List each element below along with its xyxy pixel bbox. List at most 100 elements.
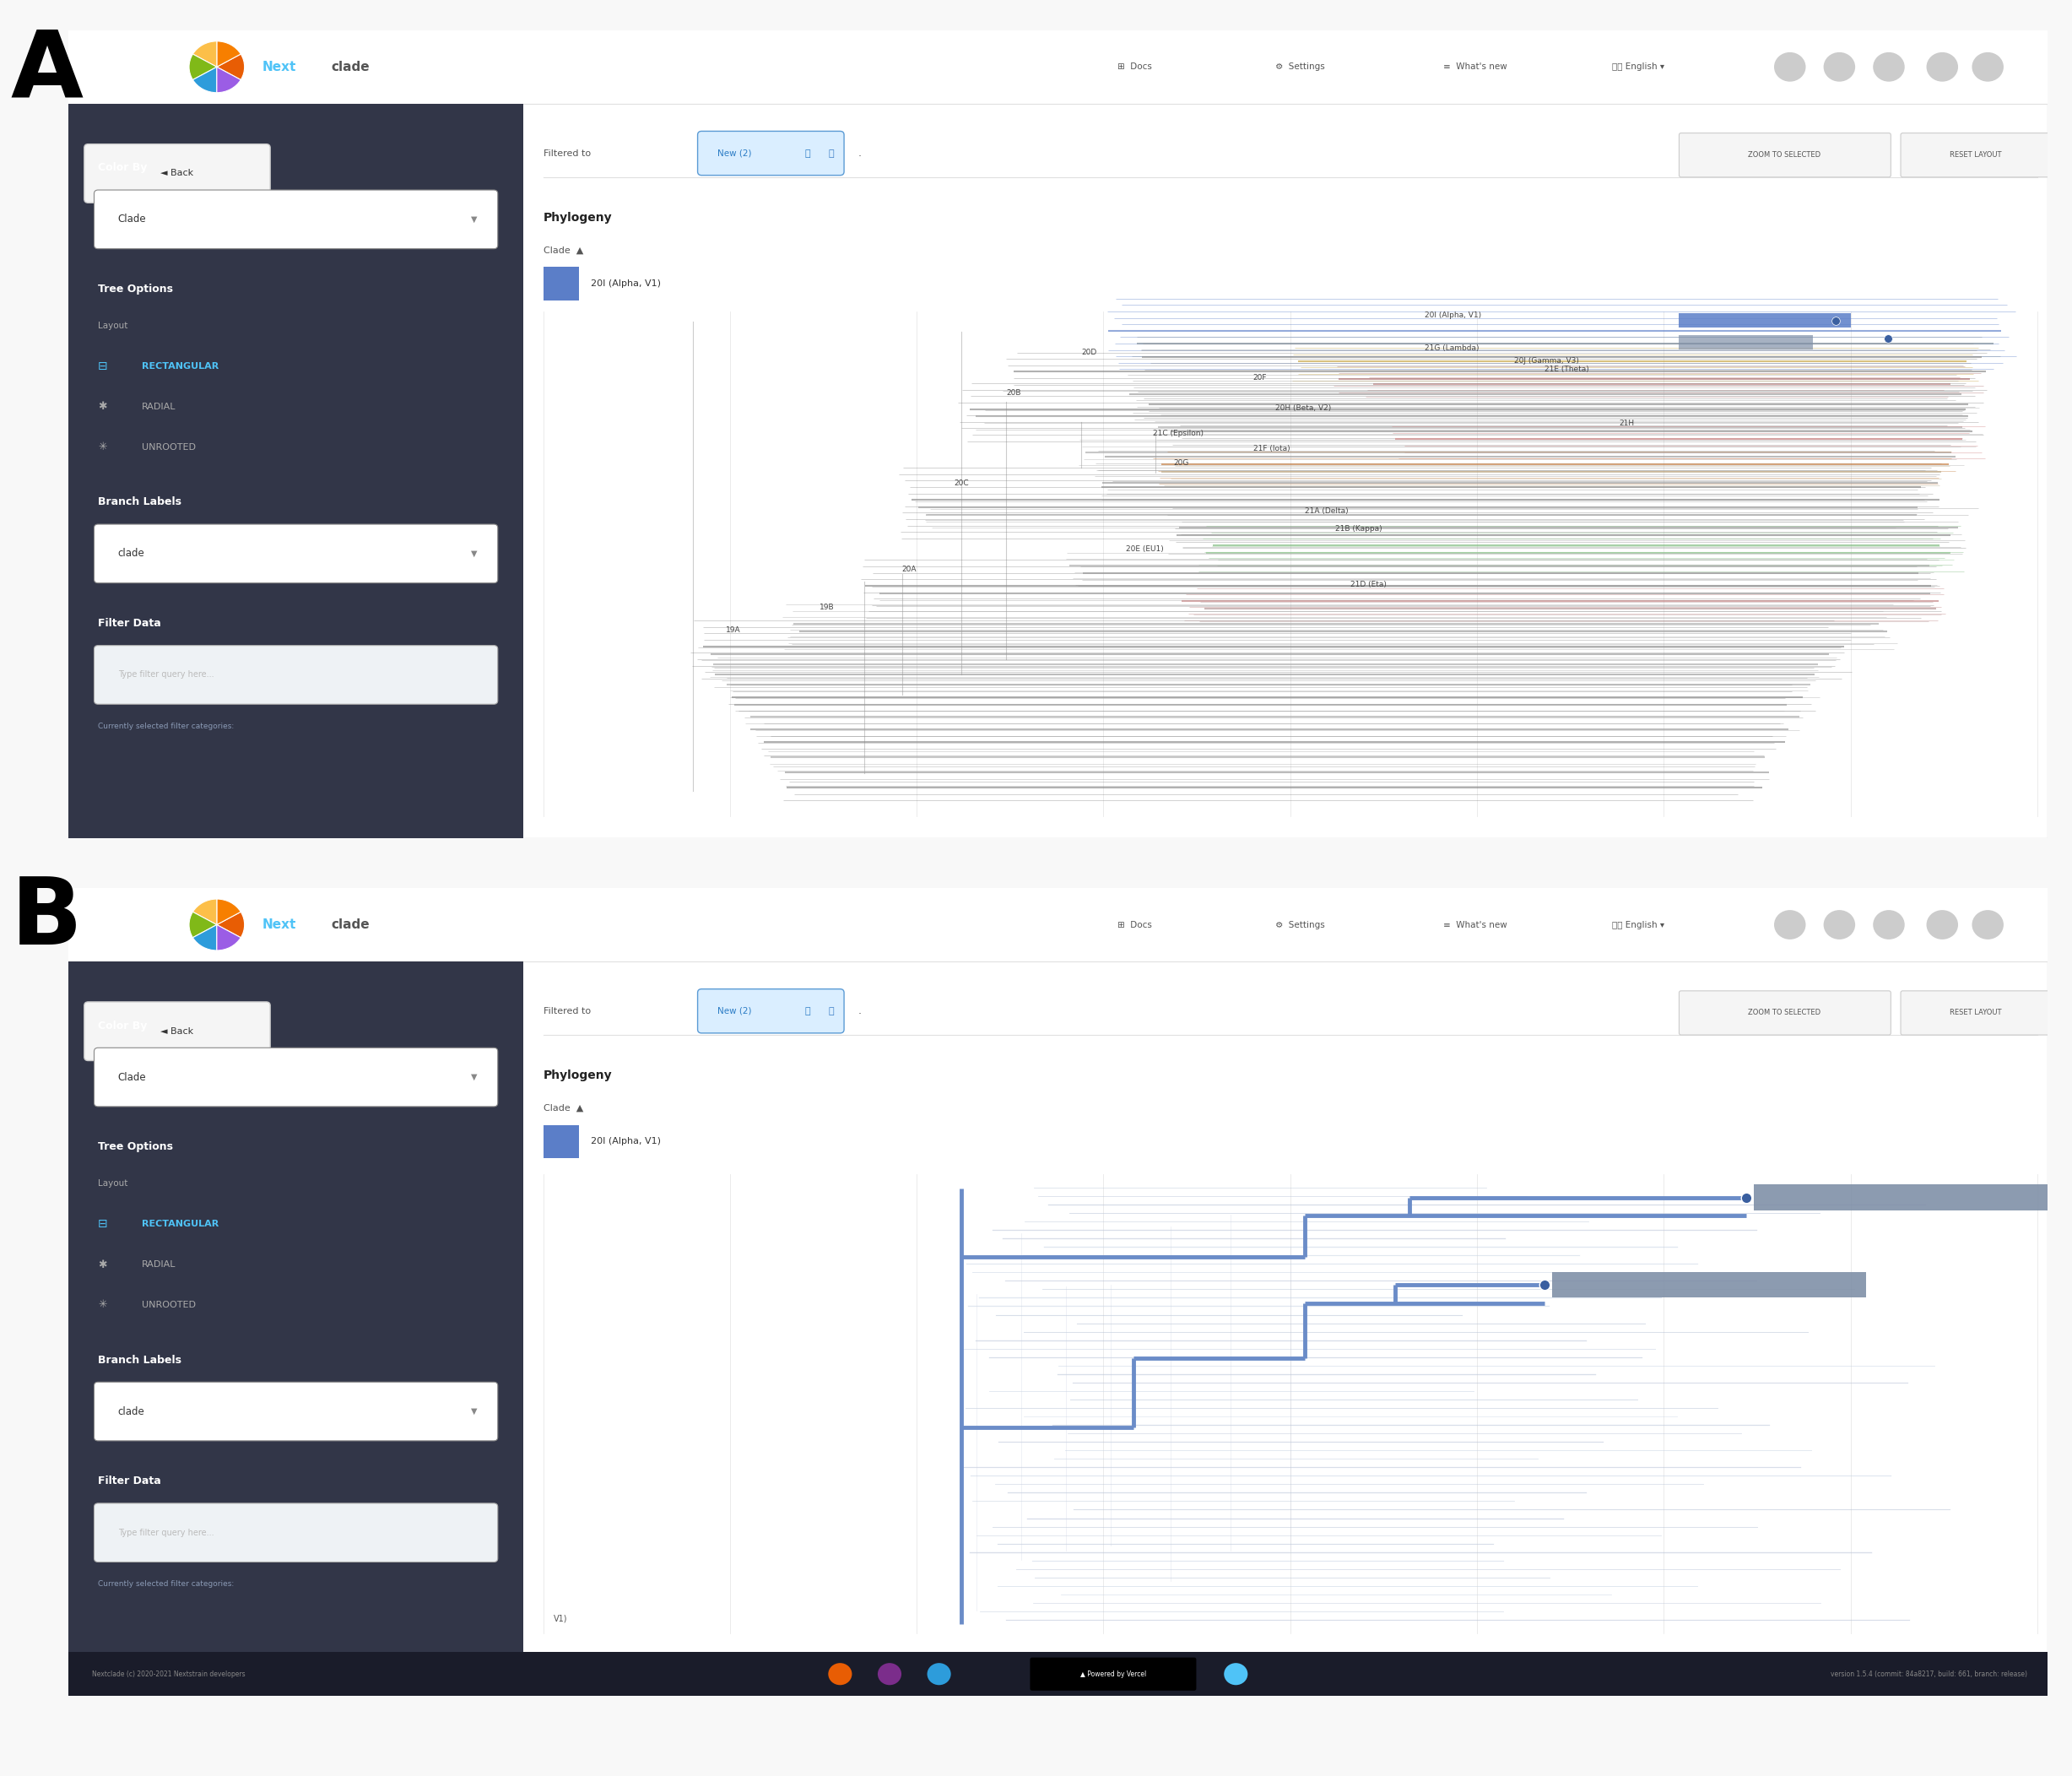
Text: Type filter query here...: Type filter query here... <box>118 1529 213 1536</box>
Text: 21B (Kappa): 21B (Kappa) <box>1334 526 1382 533</box>
Wedge shape <box>218 925 240 950</box>
Text: Filter Data: Filter Data <box>97 618 162 629</box>
Wedge shape <box>193 925 218 950</box>
Text: ✱: ✱ <box>97 1259 108 1270</box>
Text: Phylogeny: Phylogeny <box>543 211 611 224</box>
Text: ZOOM TO SELECTED: ZOOM TO SELECTED <box>1747 151 1821 158</box>
Text: Clade  ▲: Clade ▲ <box>543 1105 582 1112</box>
Text: ◄ Back: ◄ Back <box>162 169 193 178</box>
Circle shape <box>1927 909 1958 940</box>
Bar <box>1678 336 1813 350</box>
Text: 🗑: 🗑 <box>829 1007 833 1016</box>
Text: ≡  What's new: ≡ What's new <box>1444 62 1508 71</box>
Text: clade: clade <box>118 1407 145 1417</box>
Bar <box>68 30 2047 103</box>
Text: A: A <box>10 27 83 117</box>
Text: RECTANGULAR: RECTANGULAR <box>141 362 220 371</box>
Text: Layout: Layout <box>97 321 128 330</box>
Bar <box>543 266 578 300</box>
Text: 21G (Lambda): 21G (Lambda) <box>1426 345 1479 352</box>
Text: 👁: 👁 <box>804 1007 810 1016</box>
Bar <box>68 1652 2047 1696</box>
Text: .: . <box>858 147 862 158</box>
Text: 19A: 19A <box>725 627 740 634</box>
Text: UNROOTED: UNROOTED <box>141 1300 195 1309</box>
Text: 21H: 21H <box>1618 419 1635 426</box>
FancyBboxPatch shape <box>93 524 497 583</box>
Text: ⊞  Docs: ⊞ Docs <box>1117 920 1152 929</box>
Text: 20A: 20A <box>901 567 916 574</box>
Circle shape <box>1823 52 1854 82</box>
Text: 👁: 👁 <box>804 149 810 158</box>
Text: 🗑: 🗑 <box>829 149 833 158</box>
Bar <box>68 888 2047 961</box>
Text: UNROOTED: UNROOTED <box>141 442 195 451</box>
Text: ✳: ✳ <box>97 1300 108 1311</box>
Text: clade: clade <box>332 60 371 73</box>
Text: Branch Labels: Branch Labels <box>97 1355 182 1366</box>
Text: Filtered to: Filtered to <box>543 1007 591 1016</box>
Text: ⊟: ⊟ <box>97 1218 108 1231</box>
FancyBboxPatch shape <box>1678 133 1892 178</box>
FancyBboxPatch shape <box>1900 133 2053 178</box>
Text: Filter Data: Filter Data <box>97 1476 162 1487</box>
Text: Next: Next <box>263 918 296 931</box>
Text: B: B <box>10 874 83 964</box>
Text: 19B: 19B <box>821 604 835 611</box>
Wedge shape <box>189 911 218 938</box>
Text: 20G: 20G <box>1173 460 1189 467</box>
Text: ✳: ✳ <box>97 442 108 453</box>
FancyBboxPatch shape <box>1030 1657 1196 1691</box>
Circle shape <box>1774 909 1805 940</box>
Text: RESET LAYOUT: RESET LAYOUT <box>1950 1009 2002 1016</box>
Text: ZOOM TO SELECTED: ZOOM TO SELECTED <box>1747 1009 1821 1016</box>
Text: Color By: Color By <box>97 162 147 174</box>
Text: 21A (Delta): 21A (Delta) <box>1305 508 1349 515</box>
Text: version 1.5.4 (commit: 84a8217, build: 661, branch: release): version 1.5.4 (commit: 84a8217, build: 6… <box>1832 1669 2026 1678</box>
Text: RESET LAYOUT: RESET LAYOUT <box>1950 151 2002 158</box>
Text: 21E (Theta): 21E (Theta) <box>1544 366 1589 373</box>
Text: 21C (Epsilon): 21C (Epsilon) <box>1152 430 1204 437</box>
Text: clade: clade <box>332 918 371 931</box>
Text: V1): V1) <box>553 1614 568 1623</box>
Text: RADIAL: RADIAL <box>141 1261 176 1268</box>
FancyBboxPatch shape <box>93 1502 497 1563</box>
FancyBboxPatch shape <box>85 144 269 202</box>
Circle shape <box>1873 52 1904 82</box>
Text: 20C: 20C <box>953 480 970 487</box>
Text: .: . <box>858 1005 862 1016</box>
Text: ▼: ▼ <box>470 549 477 558</box>
FancyBboxPatch shape <box>93 645 497 705</box>
FancyBboxPatch shape <box>93 190 497 249</box>
Text: ▲ Powered by Vercel: ▲ Powered by Vercel <box>1080 1669 1146 1678</box>
Text: 🇬🇧 English ▾: 🇬🇧 English ▾ <box>1612 920 1664 929</box>
Wedge shape <box>218 67 240 92</box>
Text: 21F (Iota): 21F (Iota) <box>1254 444 1289 453</box>
Text: New (2): New (2) <box>717 1007 752 1016</box>
Text: Type filter query here...: Type filter query here... <box>118 671 213 678</box>
FancyBboxPatch shape <box>698 131 843 176</box>
Wedge shape <box>193 41 218 67</box>
Text: 20I (Alpha, V1): 20I (Alpha, V1) <box>591 279 661 288</box>
Text: 20I (Alpha, V1): 20I (Alpha, V1) <box>591 1137 661 1146</box>
Text: Filtered to: Filtered to <box>543 149 591 158</box>
Circle shape <box>1225 1662 1247 1685</box>
FancyBboxPatch shape <box>93 1382 497 1440</box>
Text: 🇬🇧 English ▾: 🇬🇧 English ▾ <box>1612 62 1664 71</box>
FancyBboxPatch shape <box>85 1002 269 1060</box>
Text: 20E (EU1): 20E (EU1) <box>1125 545 1164 552</box>
Wedge shape <box>218 911 244 938</box>
Circle shape <box>879 1662 901 1685</box>
Circle shape <box>1873 909 1904 940</box>
Text: Tree Options: Tree Options <box>97 284 174 295</box>
Text: ▼: ▼ <box>470 1407 477 1415</box>
Text: 20B: 20B <box>1007 389 1021 396</box>
FancyBboxPatch shape <box>1900 991 2053 1035</box>
Wedge shape <box>193 67 218 92</box>
Text: 20I (Alpha, V1): 20I (Alpha, V1) <box>1426 311 1481 320</box>
Text: Layout: Layout <box>97 1179 128 1188</box>
Circle shape <box>1973 52 2004 82</box>
Bar <box>68 103 524 838</box>
Text: 20F: 20F <box>1254 373 1266 382</box>
Wedge shape <box>218 53 244 80</box>
